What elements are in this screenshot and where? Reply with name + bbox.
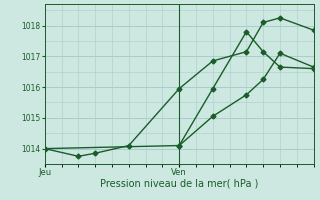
X-axis label: Pression niveau de la mer( hPa ): Pression niveau de la mer( hPa ) — [100, 179, 258, 189]
